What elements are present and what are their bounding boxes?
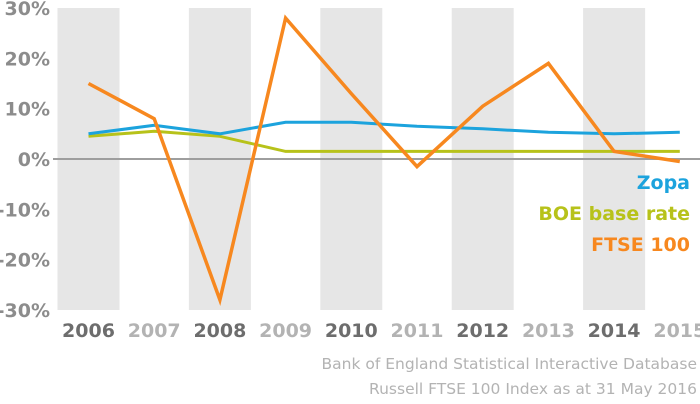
source-note: Bank of England Statistical Interactive … (322, 355, 697, 398)
y-tick-label: -20% (0, 250, 50, 272)
series-line-zopa (88, 120, 680, 136)
series-lines (87, 14, 681, 307)
x-tick-label: 2015 (653, 320, 700, 342)
legend-item: FTSE 100 (591, 234, 690, 256)
y-tick-label: 30% (5, 0, 50, 20)
x-axis-ticks: 2006 2007 2008 2009 2010 2011 2012 2013 2014 2015 (62, 320, 700, 342)
x-tick-label: 2007 (128, 320, 181, 342)
series-line-boe-base-rate (88, 129, 680, 153)
source-line: Bank of England Statistical Interactive … (322, 355, 697, 373)
legend: Zopa BOE base rate FTSE 100 (538, 172, 690, 256)
x-tick-label: 2010 (325, 320, 378, 342)
y-axis-ticks: 30% 20% 10% 0% -10% -20% -30% (0, 0, 50, 322)
x-tick-label: 2014 (588, 320, 641, 342)
legend-item: Zopa (637, 172, 690, 194)
y-tick-label: 10% (5, 99, 50, 121)
series-line-ftse-100 (87, 14, 681, 307)
x-tick-label: 2006 (62, 320, 115, 342)
x-tick-label: 2009 (259, 320, 312, 342)
x-tick-label: 2012 (456, 320, 509, 342)
x-tick-label: 2011 (391, 320, 444, 342)
y-tick-label: 0% (18, 149, 50, 171)
y-tick-label: -10% (0, 199, 50, 221)
y-tick-label: -30% (0, 300, 50, 322)
x-tick-label: 2008 (193, 320, 246, 342)
legend-item: BOE base rate (538, 203, 690, 225)
source-line: Russell FTSE 100 Index as at 31 May 2016 (369, 380, 697, 398)
y-tick-label: 20% (5, 48, 50, 70)
x-tick-label: 2013 (522, 320, 575, 342)
